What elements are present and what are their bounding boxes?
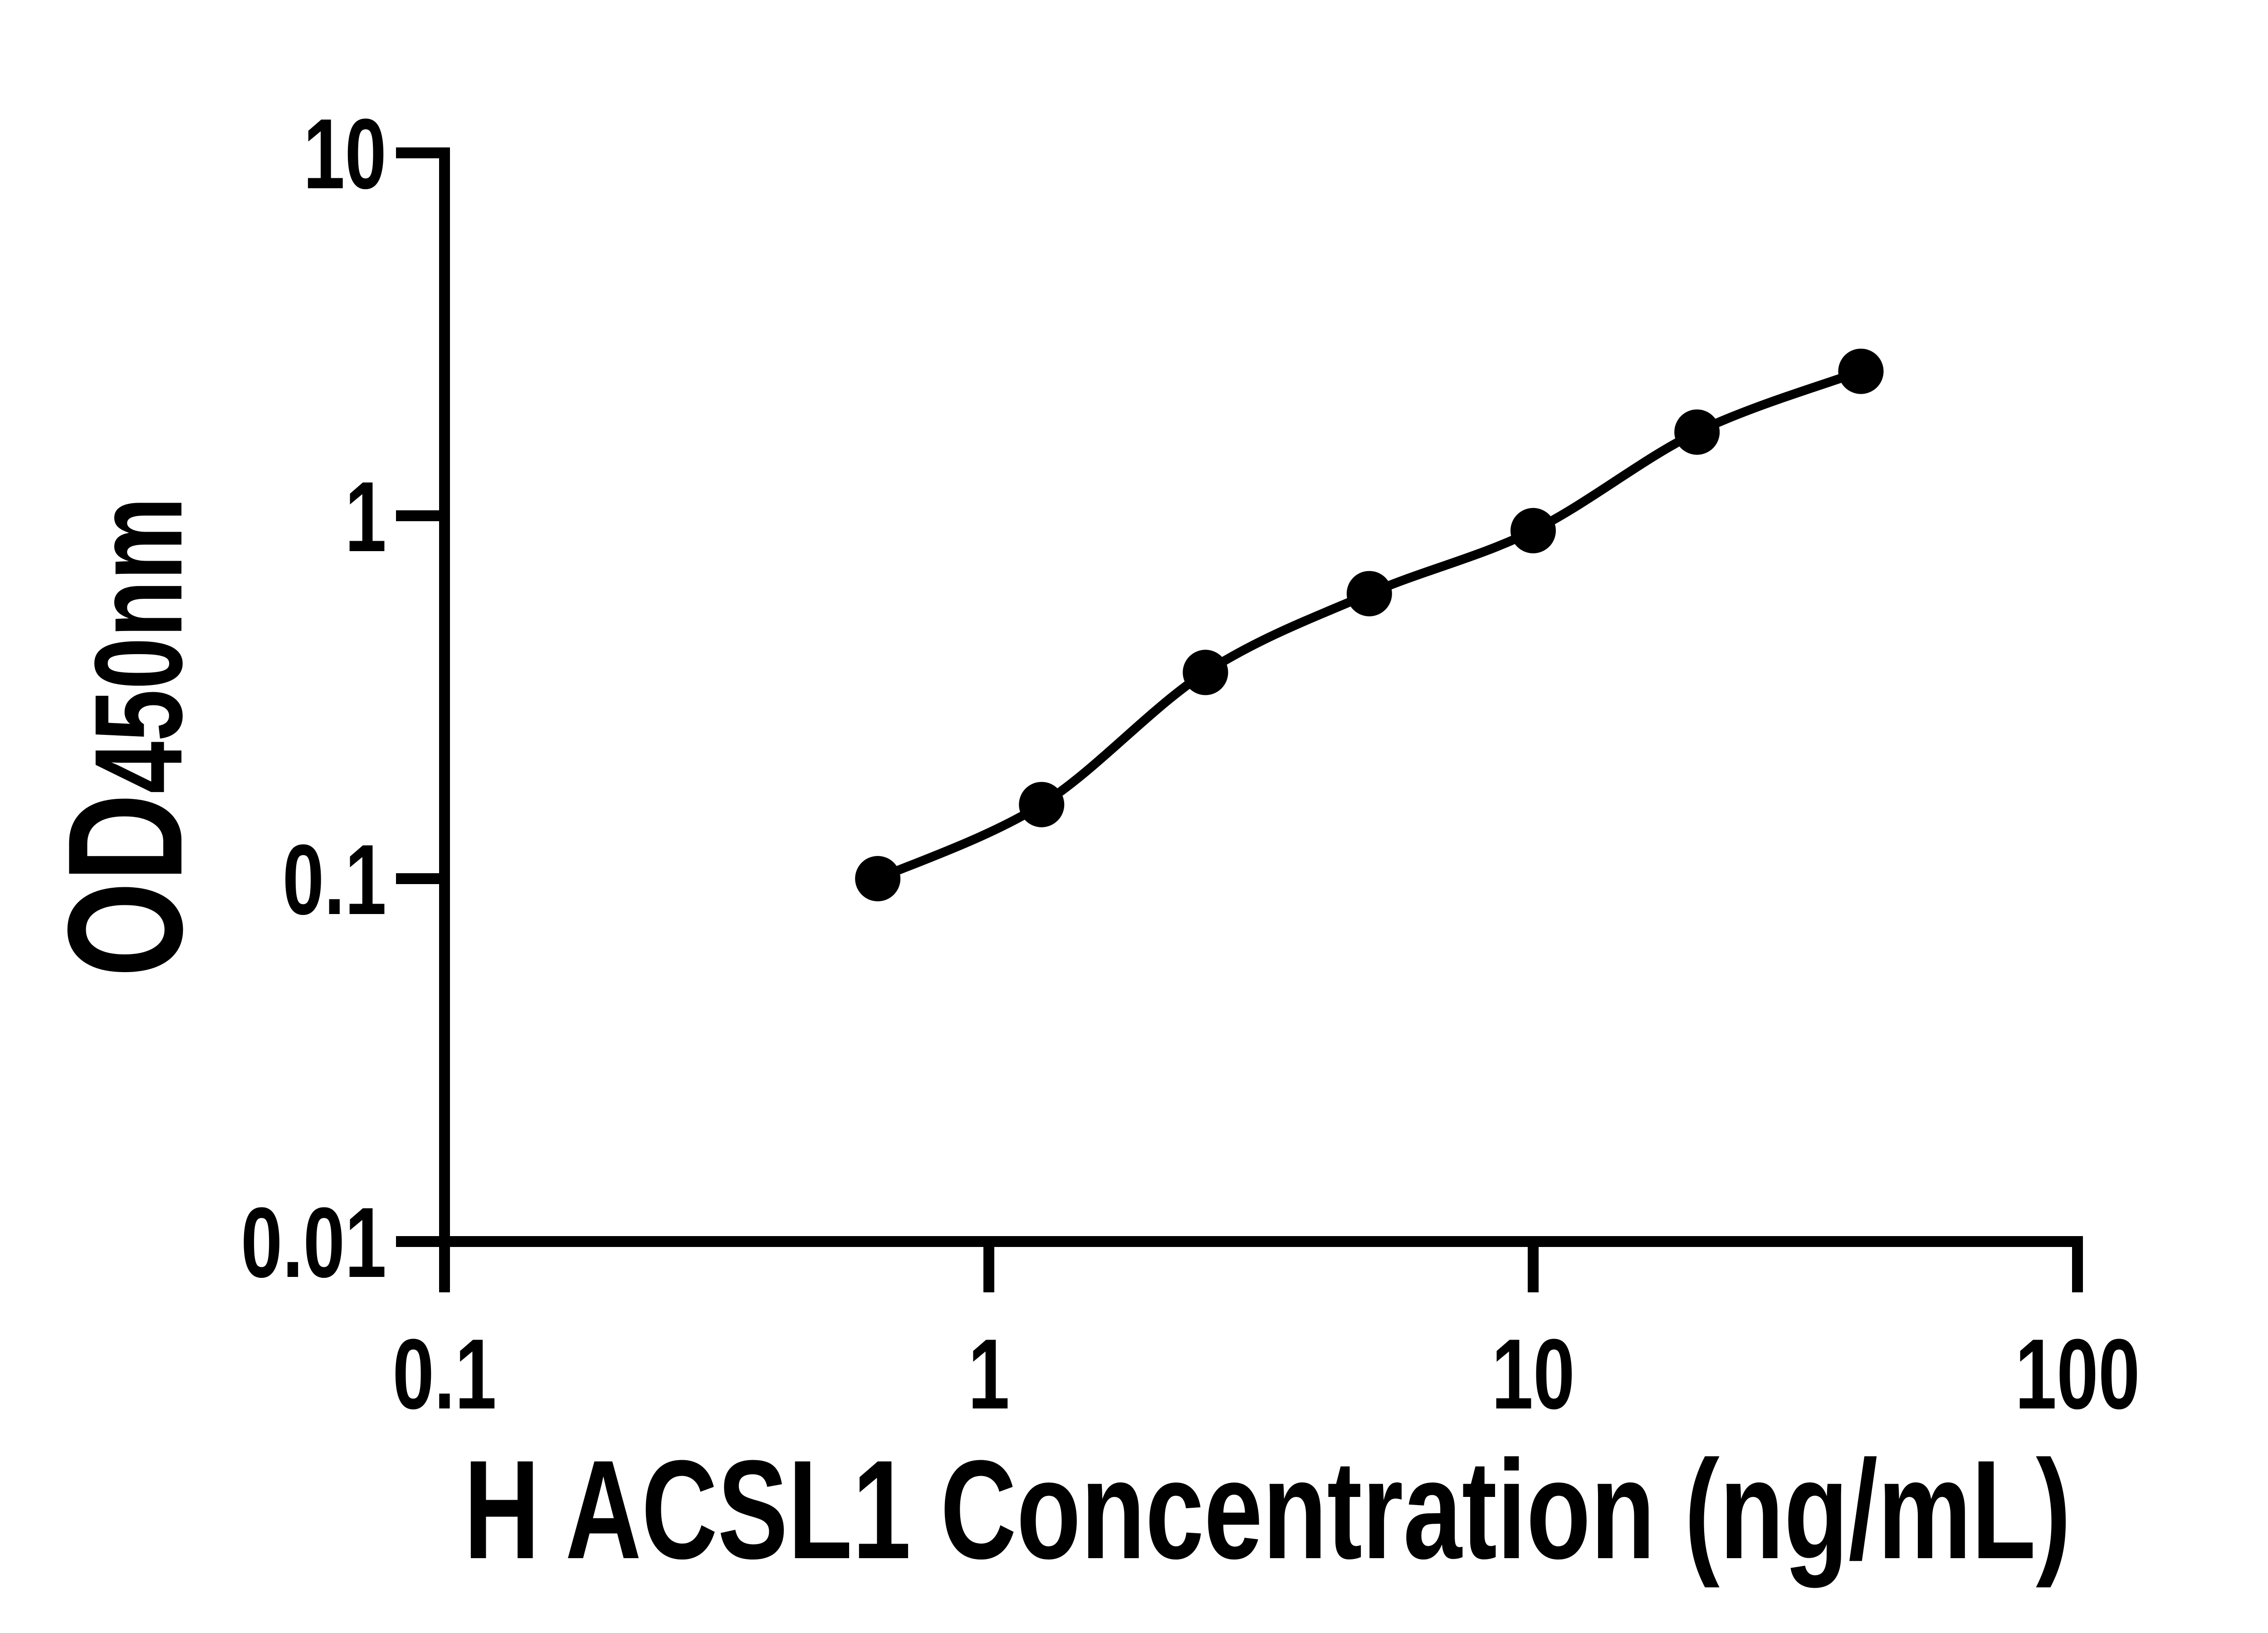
data-point-2.5ng-ml [1183,650,1228,695]
data-point-10ng-ml [1510,508,1556,553]
data-points-group [855,348,1884,901]
x-tick-label-1: 1 [968,1319,1010,1430]
data-point-5ng-ml [1346,571,1392,616]
y-tick-label-0.1: 0.1 [283,824,386,936]
axis-lines [439,147,2083,1247]
axis-tick-marks [396,147,2083,1292]
x-tick-label-0.1: 0.1 [392,1319,496,1430]
data-point-1.25ng-ml [1019,782,1065,827]
y-tick-label-1: 1 [345,461,386,573]
data-point-20ng-ml [1674,409,1720,455]
y-axis-title-main: OD [34,793,216,977]
y-axis-title: OD450nm [34,497,216,977]
data-point-40ng-ml [1838,348,1884,394]
x-tick-label-10: 10 [1491,1319,1575,1430]
data-point-0.625ng-ml [855,856,901,901]
x-axis-title: H ACSL1 Concentration (ng/mL) [464,1432,2071,1589]
y-tick-label-0.01: 0.01 [241,1187,386,1299]
y-axis-title-subscript: 450nm [68,497,208,793]
y-tick-label-10: 10 [303,98,386,210]
x-tick-label-100: 100 [2015,1319,2140,1430]
